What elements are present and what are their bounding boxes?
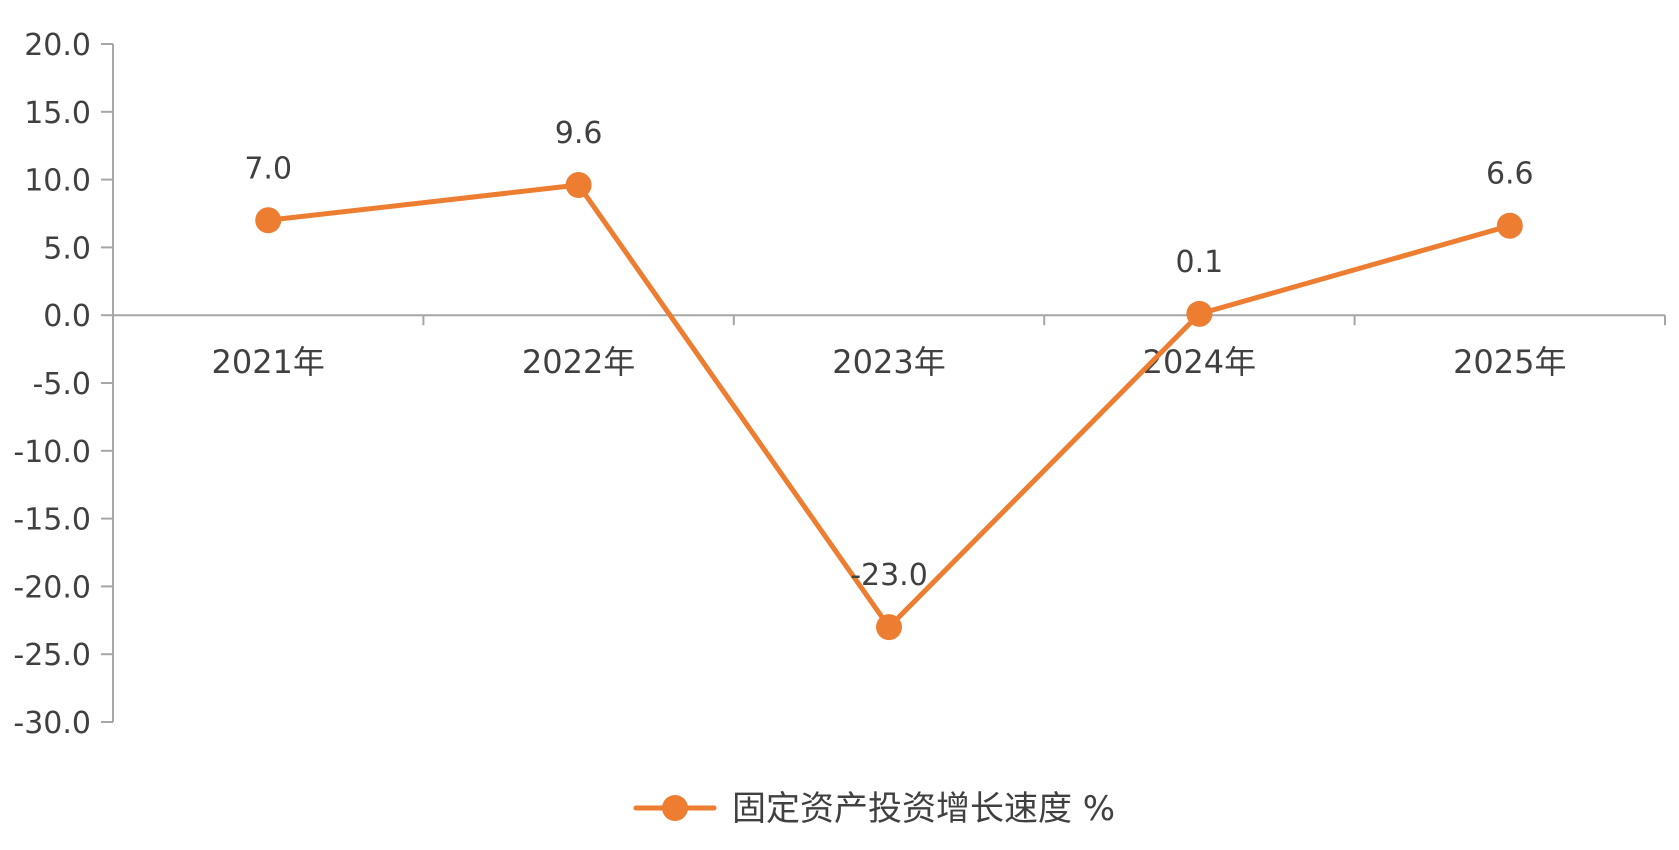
legend: 固定资产投资增长速度 % [633, 789, 1115, 829]
data-point-marker [255, 207, 282, 234]
x-category-label: 2022年 [522, 343, 635, 381]
x-category-label: 2025年 [1453, 343, 1566, 381]
x-category-label: 2023年 [832, 343, 945, 381]
y-tick-label: -10.0 [13, 435, 91, 470]
y-tick-label: 15.0 [24, 96, 91, 131]
y-tick-label: -25.0 [13, 638, 91, 673]
legend-marker [662, 795, 688, 821]
data-labels-layer: 7.0 9.6 -23.0 0.1 6.6 [244, 116, 1533, 593]
y-tick-label: -5.0 [32, 367, 91, 402]
y-tick-label: 5.0 [43, 231, 91, 266]
data-label: -23.0 [850, 558, 928, 593]
data-point-marker [1186, 300, 1213, 327]
x-category-label: 2021年 [211, 343, 324, 381]
y-tick-label: 10.0 [24, 164, 91, 199]
data-label: 7.0 [244, 151, 292, 186]
data-point-marker [876, 614, 902, 641]
x-category-label: 2024年 [1143, 343, 1256, 381]
legend-label: 固定资产投资增长速度 % [732, 789, 1115, 829]
data-point-marker [565, 172, 592, 199]
y-tick-label: -20.0 [13, 570, 91, 605]
y-axis: 20.0 15.0 10.0 5.0 0.0 -5.0 -10.0 -15.0 -20.0 -25… [13, 28, 114, 741]
y-tick-label: -30.0 [13, 706, 91, 741]
y-tick-label: 20.0 [24, 28, 91, 63]
x-axis: 2021年 2022年 2023年 2024年 2025年 [112, 314, 1666, 381]
series-layer [255, 172, 1523, 641]
data-label: 6.6 [1486, 157, 1534, 192]
y-tick-label: 0.0 [43, 299, 91, 334]
y-tick-label: -15.0 [13, 503, 91, 538]
data-label: 0.1 [1176, 245, 1224, 280]
data-label: 9.6 [555, 116, 603, 151]
data-point-marker [1496, 212, 1523, 239]
